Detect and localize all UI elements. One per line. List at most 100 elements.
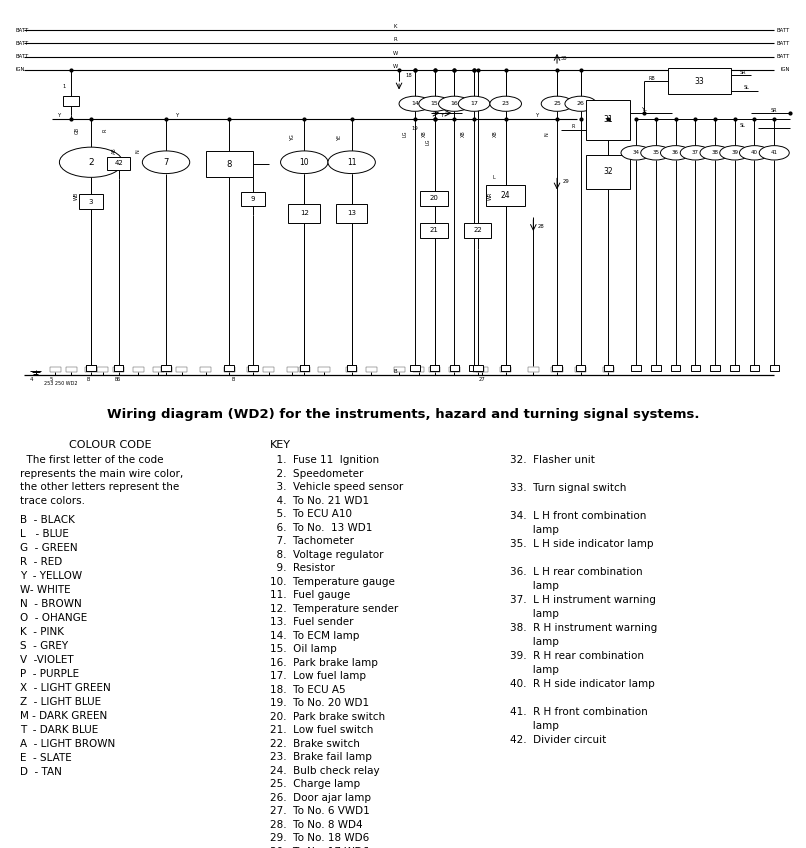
Text: V  -VIOLET: V -VIOLET [20, 656, 73, 665]
Text: 31: 31 [603, 115, 613, 125]
Bar [86, 365, 96, 371]
Text: 1: 1 [62, 84, 66, 89]
Bar [430, 365, 439, 371]
Text: 4.  To No. 21 WD1: 4. To No. 21 WD1 [270, 496, 369, 505]
Bar [300, 365, 309, 371]
Bar [552, 365, 562, 371]
Text: M - DARK GREEN: M - DARK GREEN [20, 711, 107, 721]
Text: 12.  Temperature sender: 12. Temperature sender [270, 604, 398, 614]
Text: trace colors.: trace colors. [20, 496, 85, 505]
Bar [247, 367, 259, 372]
Bar [473, 365, 483, 371]
Text: RB: RB [649, 75, 655, 81]
Text: XB: XB [422, 131, 427, 137]
Text: 18: 18 [405, 73, 412, 78]
Text: the other letters represent the: the other letters represent the [20, 483, 179, 492]
Bar [64, 96, 79, 106]
Bar [421, 191, 448, 206]
Text: B: B [114, 377, 118, 382]
Text: N  - BROWN: N - BROWN [20, 600, 81, 609]
Circle shape [565, 96, 596, 111]
Text: 15: 15 [430, 101, 438, 106]
Text: 30.  To No. 17 WD6: 30. To No. 17 WD6 [270, 846, 369, 848]
Text: 27.  To No. 6 VWD1: 27. To No. 6 VWD1 [270, 806, 370, 816]
Bar [79, 194, 103, 209]
Text: 41.  R H front combination: 41. R H front combination [510, 707, 648, 717]
Bar [449, 367, 460, 372]
Text: 2: 2 [88, 158, 93, 167]
Text: 41: 41 [771, 150, 778, 155]
Bar [347, 365, 356, 371]
Circle shape [490, 96, 521, 111]
Bar [225, 365, 234, 371]
Text: GB: GB [74, 126, 79, 134]
Bar [730, 365, 739, 371]
Bar [241, 192, 264, 206]
Text: N: N [136, 149, 141, 153]
Bar [299, 367, 310, 372]
Bar [750, 365, 759, 371]
Text: 25.  Charge lamp: 25. Charge lamp [270, 779, 360, 789]
Bar [604, 365, 613, 371]
Text: 11.  Fuel gauge: 11. Fuel gauge [270, 590, 351, 600]
Bar [501, 365, 510, 371]
Text: 33.  Turn signal switch: 33. Turn signal switch [510, 483, 626, 494]
Text: A  - LIGHT BROWN: A - LIGHT BROWN [20, 739, 115, 749]
Text: YE: YE [337, 135, 343, 141]
Bar [50, 367, 61, 372]
Text: 24: 24 [501, 191, 510, 200]
Text: 35: 35 [652, 150, 659, 155]
Text: KEY: KEY [270, 440, 291, 450]
Text: 29.  To No. 18 WD6: 29. To No. 18 WD6 [270, 833, 369, 843]
Bar [476, 367, 488, 372]
Text: S  - GREY: S - GREY [20, 641, 69, 651]
Text: 17: 17 [470, 101, 478, 106]
Text: BATT: BATT [16, 54, 29, 59]
Circle shape [739, 146, 770, 160]
Text: lamp: lamp [510, 721, 559, 731]
Text: 34: 34 [633, 150, 639, 155]
Bar [86, 365, 96, 371]
Text: 14: 14 [411, 101, 419, 106]
Text: G  - GREEN: G - GREEN [20, 544, 77, 553]
Text: 9.  Resistor: 9. Resistor [270, 563, 334, 573]
Text: 8.  Voltage regulator: 8. Voltage regulator [270, 550, 384, 560]
Bar [472, 367, 484, 372]
Text: BATT: BATT [16, 41, 29, 46]
Bar [366, 367, 377, 372]
Text: IGN: IGN [781, 67, 790, 72]
Bar [429, 367, 440, 372]
Text: 37: 37 [692, 150, 699, 155]
Text: 28.  To No. 8 WD4: 28. To No. 8 WD4 [270, 819, 363, 829]
Text: 19: 19 [412, 126, 418, 131]
Circle shape [759, 146, 789, 160]
Text: 42: 42 [114, 160, 123, 166]
Text: L   - BLUE: L - BLUE [20, 529, 69, 539]
Bar [152, 367, 164, 372]
Text: R: R [102, 129, 108, 131]
Text: N: N [544, 132, 549, 136]
Bar [393, 367, 405, 372]
Bar [575, 367, 586, 372]
Text: X  - LIGHT GREEN: X - LIGHT GREEN [20, 683, 110, 693]
Text: 36.  L H rear combination: 36. L H rear combination [510, 567, 642, 577]
Text: 15.  Oil lamp: 15. Oil lamp [270, 644, 337, 654]
Circle shape [438, 96, 470, 111]
Bar [264, 367, 274, 372]
Text: 23.  Brake fail lamp: 23. Brake fail lamp [270, 752, 372, 762]
Text: B: B [231, 377, 235, 382]
Text: R  - RED: R - RED [20, 557, 62, 567]
Text: represents the main wire color,: represents the main wire color, [20, 469, 183, 479]
Circle shape [328, 151, 376, 174]
Text: 25: 25 [553, 101, 561, 106]
Circle shape [542, 96, 573, 111]
Text: SR: SR [739, 70, 746, 75]
Text: L: L [492, 175, 495, 180]
Text: 22: 22 [473, 227, 482, 233]
Bar [248, 365, 258, 371]
Text: W- WHITE: W- WHITE [20, 585, 71, 595]
Text: 28: 28 [538, 224, 544, 229]
Text: 6: 6 [117, 377, 120, 382]
Text: 26: 26 [577, 101, 584, 106]
Text: BATT: BATT [16, 28, 29, 33]
